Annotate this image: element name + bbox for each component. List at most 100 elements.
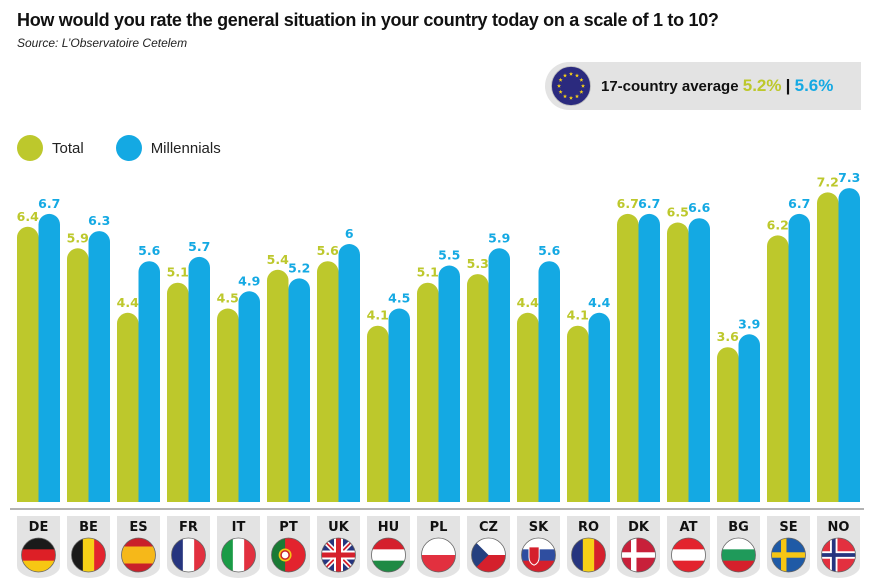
bar-total-de	[17, 226, 39, 503]
chart-title: How would you rate the general situation…	[17, 10, 719, 30]
legend-swatch-total	[17, 135, 43, 161]
poland-flag-icon	[421, 538, 456, 572]
bar-millennials-pt	[288, 278, 310, 502]
eu-star-icon	[556, 83, 562, 88]
flag-border	[721, 537, 756, 573]
legend-item-millennials: Millennials	[115, 135, 221, 161]
eu-star-icon	[568, 71, 574, 76]
value-label-total-be: 5.9	[67, 230, 89, 245]
value-label-millennials-it: 4.9	[238, 273, 260, 288]
bar-total-se	[767, 235, 789, 502]
flag-border	[221, 537, 256, 573]
flag-border	[421, 537, 456, 573]
bar-total-no	[817, 192, 839, 502]
romania-flag-icon	[571, 538, 606, 572]
average-text: 17-country average 5.2% | 5.6%	[601, 76, 833, 96]
bar-millennials-it	[238, 291, 260, 502]
value-label-total-ro: 4.1	[567, 308, 589, 323]
country-label-ro: RO	[578, 520, 599, 535]
bar-total-cz	[467, 274, 489, 502]
eu-star-icon	[579, 77, 584, 82]
flag-border	[571, 537, 606, 573]
hungary-flag-icon	[371, 538, 406, 572]
bar-millennials-pl	[438, 265, 460, 502]
austria-flag-icon	[671, 538, 706, 572]
flag-border	[771, 537, 806, 573]
denmark-flag-icon	[621, 538, 656, 572]
value-label-millennials-cz: 5.9	[488, 230, 510, 245]
bar-millennials-dk	[638, 213, 660, 502]
flag-border	[471, 537, 506, 573]
bar-millennials-de	[38, 213, 60, 502]
country-label-bg: BG	[728, 520, 749, 535]
value-label-total-se: 6.2	[767, 217, 789, 232]
chart-source: Source: L’Observatoire Cetelem	[17, 36, 188, 50]
belgium-flag-icon	[71, 538, 106, 572]
country-label-cz: CZ	[479, 520, 498, 535]
value-label-total-de: 6.4	[17, 209, 39, 224]
value-label-total-dk: 6.7	[617, 196, 639, 211]
value-label-total-no: 7.2	[817, 174, 839, 189]
bar-total-it	[217, 308, 239, 502]
flag-border	[271, 537, 306, 573]
value-label-total-at: 6.5	[667, 205, 689, 220]
eu-star-icon	[558, 77, 563, 82]
bar-millennials-uk	[338, 244, 360, 502]
eu-star-icon	[568, 95, 574, 100]
bulgaria-flag-icon	[721, 538, 756, 572]
legend-item-total: Total	[17, 135, 84, 161]
italy-flag-icon	[221, 538, 256, 572]
bar-total-sk	[517, 312, 539, 502]
bar-millennials-sk	[538, 261, 560, 502]
bar-total-pl	[417, 282, 439, 502]
country-label-pt: PT	[279, 520, 298, 535]
sweden-flag-icon	[771, 538, 806, 572]
eu-star-icon	[562, 94, 568, 99]
flag-border	[821, 537, 856, 573]
value-label-total-uk: 5.6	[317, 243, 339, 258]
value-label-millennials-uk: 6	[345, 226, 354, 241]
bar-millennials-es	[138, 261, 160, 502]
eu-star-icon	[562, 73, 568, 78]
bar-millennials-no	[838, 188, 860, 502]
bar-millennials-ro	[588, 312, 610, 502]
bar-total-hu	[367, 325, 389, 502]
value-label-millennials-pl: 5.5	[438, 248, 460, 263]
country-label-hu: HU	[378, 520, 399, 535]
flag-border	[621, 537, 656, 573]
value-label-total-it: 4.5	[217, 291, 239, 306]
value-label-total-sk: 4.4	[517, 295, 539, 310]
average-millennials-value: 5.6%	[794, 76, 834, 95]
value-label-millennials-no: 7.3	[838, 170, 860, 185]
bar-millennials-cz	[488, 248, 510, 502]
bar-total-uk	[317, 261, 339, 502]
bar-total-be	[67, 248, 89, 502]
value-label-millennials-fr: 5.7	[188, 239, 210, 254]
bar-total-ro	[567, 325, 589, 502]
bar-millennials-be	[88, 231, 110, 502]
bar-total-at	[667, 222, 689, 502]
country-label-de: DE	[29, 520, 49, 535]
bar-millennials-fr	[188, 256, 210, 502]
value-label-total-cz: 5.3	[467, 256, 489, 271]
bar-total-es	[117, 312, 139, 502]
country-label-uk: UK	[328, 520, 350, 535]
legend-label-millennials: Millennials	[150, 139, 221, 157]
eu-star-icon	[574, 73, 580, 78]
value-label-total-fr: 5.1	[167, 265, 189, 280]
bar-millennials-se	[788, 213, 810, 502]
eu-flag-icon	[551, 66, 591, 106]
norway-flag-icon	[821, 538, 856, 572]
country-label-fr: FR	[179, 520, 198, 535]
flag-border	[121, 537, 156, 573]
bar-millennials-bg	[738, 334, 760, 502]
eu-star-icon	[580, 83, 586, 88]
spain-flag-icon	[121, 538, 156, 572]
value-label-total-pt: 5.4	[267, 252, 289, 267]
value-label-millennials-de: 6.7	[38, 196, 60, 211]
portugal-flag-icon	[271, 538, 306, 572]
average-total-value: 5.2%	[742, 76, 782, 95]
value-label-millennials-at: 6.6	[688, 200, 710, 215]
value-label-total-pl: 5.1	[417, 265, 439, 280]
